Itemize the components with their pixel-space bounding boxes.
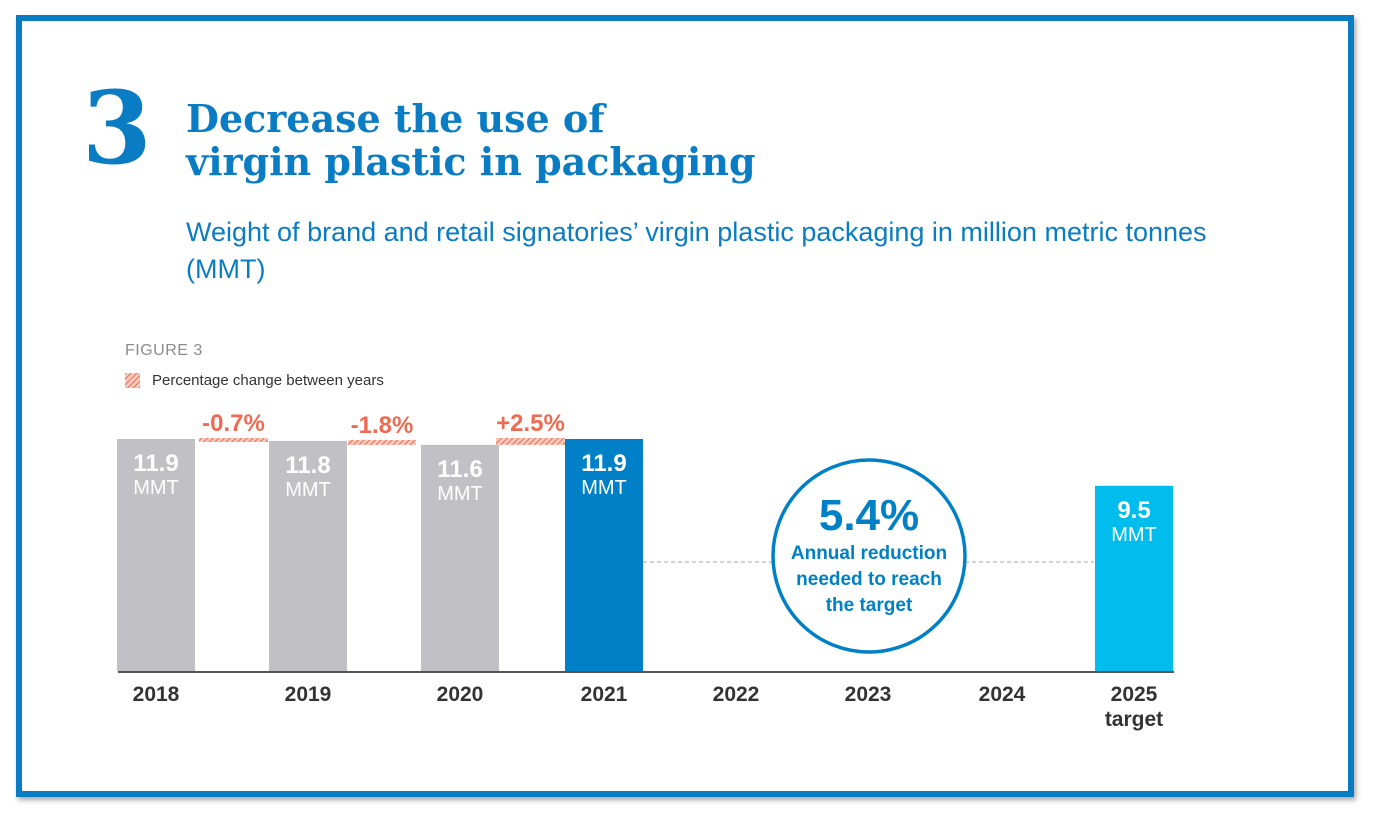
change-bar [496, 439, 565, 671]
bar-value-label: 11.8 [285, 452, 330, 479]
change-hatch [199, 438, 268, 442]
change-label: -0.7% [202, 410, 265, 437]
annotation-line: the target [826, 595, 913, 616]
bar-value-label: 11.6 [437, 456, 482, 483]
x-tick-label: 2024 [979, 683, 1026, 706]
legend: Percentage change between years [125, 372, 384, 389]
change-hatch [348, 439, 416, 445]
bar-unit-label: MMT [1111, 524, 1157, 546]
bar [269, 440, 347, 671]
change-hatch [496, 438, 565, 445]
section-number: 3 [82, 69, 152, 187]
figure-label: FIGURE 3 [125, 342, 203, 359]
x-tick-label: target [1105, 708, 1163, 731]
title-line-2: virgin plastic in packaging [186, 139, 756, 184]
bar-value-label: 11.9 [581, 450, 626, 477]
hatch-swatch-icon [125, 373, 140, 388]
bar-unit-label: MMT [133, 477, 179, 499]
annotation-line: Annual reduction [791, 543, 947, 564]
annotation-line: needed to reach [796, 569, 942, 590]
x-tick-label: 2021 [581, 683, 628, 706]
x-tick-label: 2018 [133, 683, 180, 706]
bar-unit-label: MMT [285, 479, 331, 501]
x-tick-label: 2020 [437, 683, 484, 706]
x-tick-label: 2025 [1111, 683, 1158, 706]
bar [421, 444, 499, 671]
bar-value-label: 9.5 [1117, 497, 1150, 524]
bar [117, 439, 195, 671]
change-bar [199, 440, 268, 671]
x-tick-label: 2023 [845, 683, 892, 706]
page-title: Decrease the use of virgin plastic in pa… [186, 97, 756, 183]
legend-label: Percentage change between years [152, 372, 384, 389]
title-line-1: Decrease the use of [186, 96, 605, 141]
annotation-value: 5.4% [819, 491, 919, 540]
annotation-circle [771, 458, 967, 654]
bar [565, 439, 643, 671]
change-label: +2.5% [496, 410, 565, 437]
bar [1095, 485, 1173, 671]
change-bar [348, 444, 416, 671]
bar-unit-label: MMT [581, 477, 627, 499]
chart-subtitle: Weight of brand and retail signatories’ … [186, 217, 1207, 284]
x-tick-label: 2022 [713, 683, 760, 706]
bar-unit-label: MMT [437, 483, 483, 505]
x-tick-label: 2019 [285, 683, 332, 706]
change-label: -1.8% [351, 412, 414, 439]
bar-value-label: 11.9 [133, 450, 178, 477]
